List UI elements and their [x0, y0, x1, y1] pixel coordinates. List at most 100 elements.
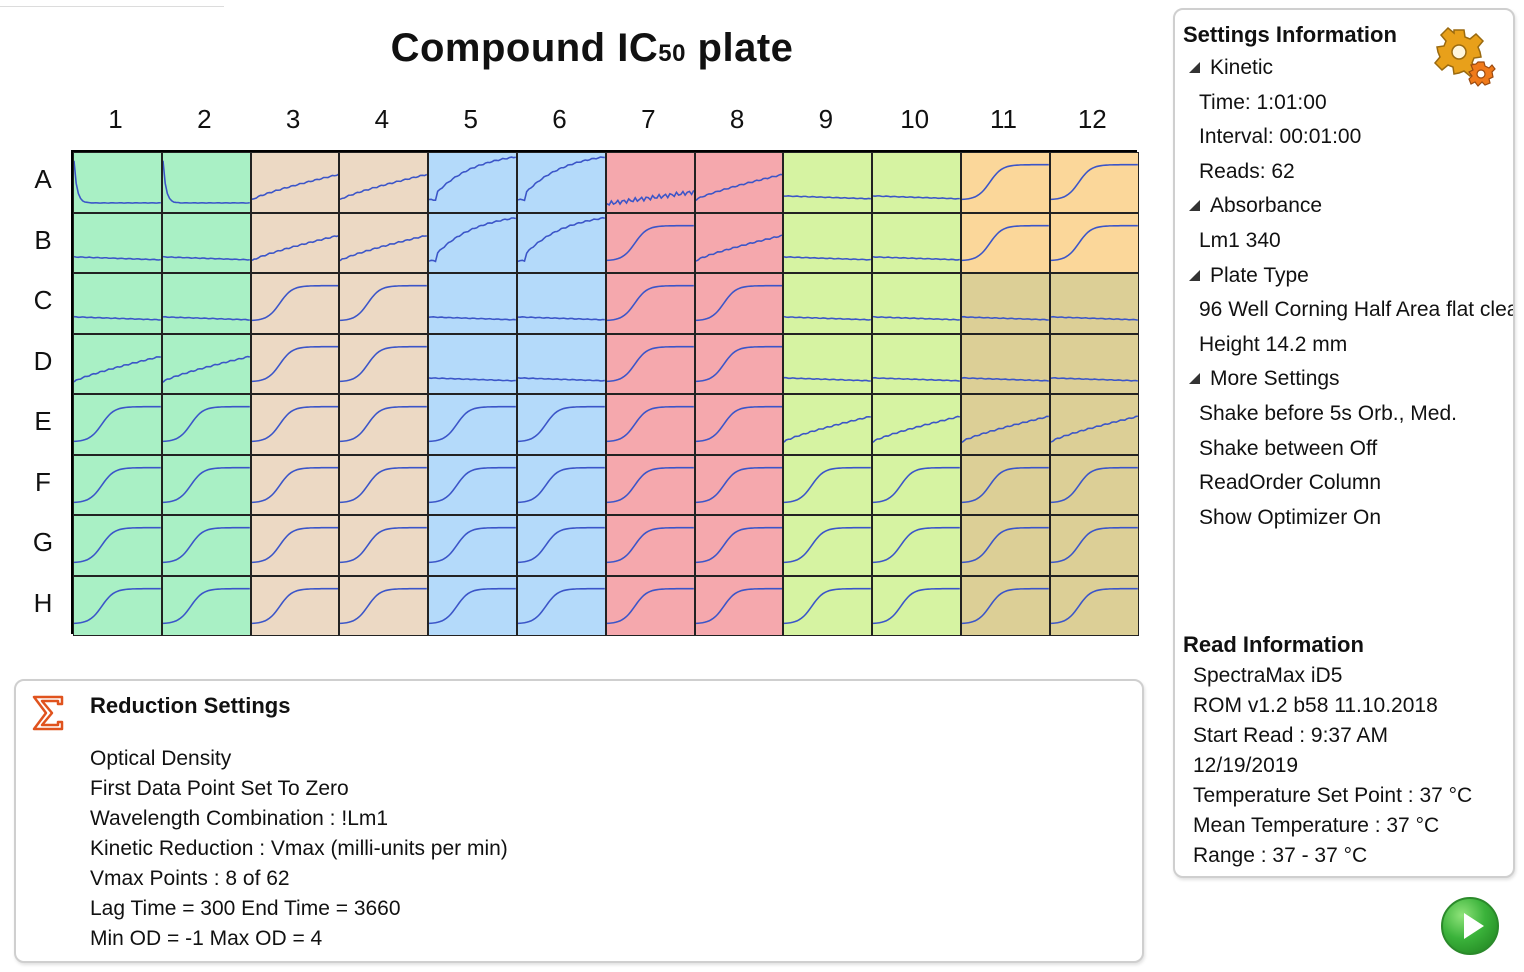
well-F6[interactable]	[517, 454, 606, 515]
well-A1[interactable]	[73, 152, 162, 213]
well-C8[interactable]	[694, 273, 784, 334]
well-C10[interactable]	[872, 273, 961, 334]
well-F4[interactable]	[339, 454, 429, 515]
well-F5[interactable]	[428, 454, 517, 515]
well-B5[interactable]	[428, 212, 517, 273]
well-D4[interactable]	[339, 333, 429, 394]
well-G7[interactable]	[605, 515, 695, 576]
well-C5[interactable]	[428, 273, 517, 334]
well-H9[interactable]	[783, 575, 873, 636]
well-C12[interactable]	[1049, 273, 1139, 334]
well-D2[interactable]	[161, 333, 251, 394]
well-F10[interactable]	[872, 454, 961, 515]
well-E6[interactable]	[517, 394, 606, 455]
well-B12[interactable]	[1049, 212, 1139, 273]
well-B9[interactable]	[783, 212, 873, 273]
well-F7[interactable]	[605, 454, 695, 515]
settings-section-plate-type[interactable]: Plate Type	[1189, 264, 1309, 288]
sigma-icon[interactable]	[28, 693, 68, 733]
well-C3[interactable]	[250, 273, 340, 334]
well-F3[interactable]	[250, 454, 340, 515]
well-H2[interactable]	[161, 575, 251, 636]
well-E8[interactable]	[694, 394, 784, 455]
well-E9[interactable]	[783, 394, 873, 455]
well-C4[interactable]	[339, 273, 429, 334]
well-B1[interactable]	[73, 212, 162, 273]
well-F11[interactable]	[961, 454, 1050, 515]
well-D6[interactable]	[517, 333, 606, 394]
well-B3[interactable]	[250, 212, 340, 273]
well-F8[interactable]	[694, 454, 784, 515]
expand-triangle-icon[interactable]	[1189, 62, 1200, 73]
well-G6[interactable]	[517, 515, 606, 576]
well-B7[interactable]	[605, 212, 695, 273]
well-G10[interactable]	[872, 515, 961, 576]
well-H10[interactable]	[872, 575, 961, 636]
well-A9[interactable]	[783, 152, 873, 213]
well-D8[interactable]	[694, 333, 784, 394]
well-D10[interactable]	[872, 333, 961, 394]
well-C11[interactable]	[961, 273, 1050, 334]
well-F2[interactable]	[161, 454, 251, 515]
well-D5[interactable]	[428, 333, 517, 394]
well-F12[interactable]	[1049, 454, 1139, 515]
well-D7[interactable]	[605, 333, 695, 394]
settings-section-more-settings[interactable]: More Settings	[1189, 367, 1340, 391]
well-C1[interactable]	[73, 273, 162, 334]
well-B6[interactable]	[517, 212, 606, 273]
well-G12[interactable]	[1049, 515, 1139, 576]
well-C9[interactable]	[783, 273, 873, 334]
well-H4[interactable]	[339, 575, 429, 636]
well-H5[interactable]	[428, 575, 517, 636]
settings-section-kinetic[interactable]: Kinetic	[1189, 56, 1273, 80]
well-B11[interactable]	[961, 212, 1050, 273]
well-G11[interactable]	[961, 515, 1050, 576]
well-H11[interactable]	[961, 575, 1050, 636]
well-G8[interactable]	[694, 515, 784, 576]
well-B10[interactable]	[872, 212, 961, 273]
well-E7[interactable]	[605, 394, 695, 455]
well-H6[interactable]	[517, 575, 606, 636]
well-G4[interactable]	[339, 515, 429, 576]
well-E3[interactable]	[250, 394, 340, 455]
well-H8[interactable]	[694, 575, 784, 636]
well-E1[interactable]	[73, 394, 162, 455]
gear-icon[interactable]	[1431, 24, 1497, 90]
well-E11[interactable]	[961, 394, 1050, 455]
well-E5[interactable]	[428, 394, 517, 455]
settings-section-absorbance[interactable]: Absorbance	[1189, 194, 1322, 218]
well-D12[interactable]	[1049, 333, 1139, 394]
well-D1[interactable]	[73, 333, 162, 394]
well-E4[interactable]	[339, 394, 429, 455]
well-A7[interactable]	[605, 152, 695, 213]
well-E10[interactable]	[872, 394, 961, 455]
well-C6[interactable]	[517, 273, 606, 334]
expand-triangle-icon[interactable]	[1189, 269, 1200, 281]
well-H7[interactable]	[605, 575, 695, 636]
well-G5[interactable]	[428, 515, 517, 576]
well-B4[interactable]	[339, 212, 429, 273]
well-E2[interactable]	[161, 394, 251, 455]
well-G2[interactable]	[161, 515, 251, 576]
well-F1[interactable]	[73, 454, 162, 515]
well-D3[interactable]	[250, 333, 340, 394]
well-D11[interactable]	[961, 333, 1050, 394]
well-E12[interactable]	[1049, 394, 1139, 455]
well-B8[interactable]	[694, 212, 784, 273]
well-A6[interactable]	[517, 152, 606, 213]
well-C2[interactable]	[161, 273, 251, 334]
well-H1[interactable]	[73, 575, 162, 636]
well-D9[interactable]	[783, 333, 873, 394]
well-A5[interactable]	[428, 152, 517, 213]
well-A3[interactable]	[250, 152, 340, 213]
well-B2[interactable]	[161, 212, 251, 273]
well-A10[interactable]	[872, 152, 961, 213]
well-G9[interactable]	[783, 515, 873, 576]
well-H3[interactable]	[250, 575, 340, 636]
expand-triangle-icon[interactable]	[1189, 200, 1200, 212]
well-A11[interactable]	[961, 152, 1050, 213]
well-F9[interactable]	[783, 454, 873, 515]
well-H12[interactable]	[1049, 575, 1139, 636]
well-A12[interactable]	[1049, 152, 1139, 213]
well-G1[interactable]	[73, 515, 162, 576]
